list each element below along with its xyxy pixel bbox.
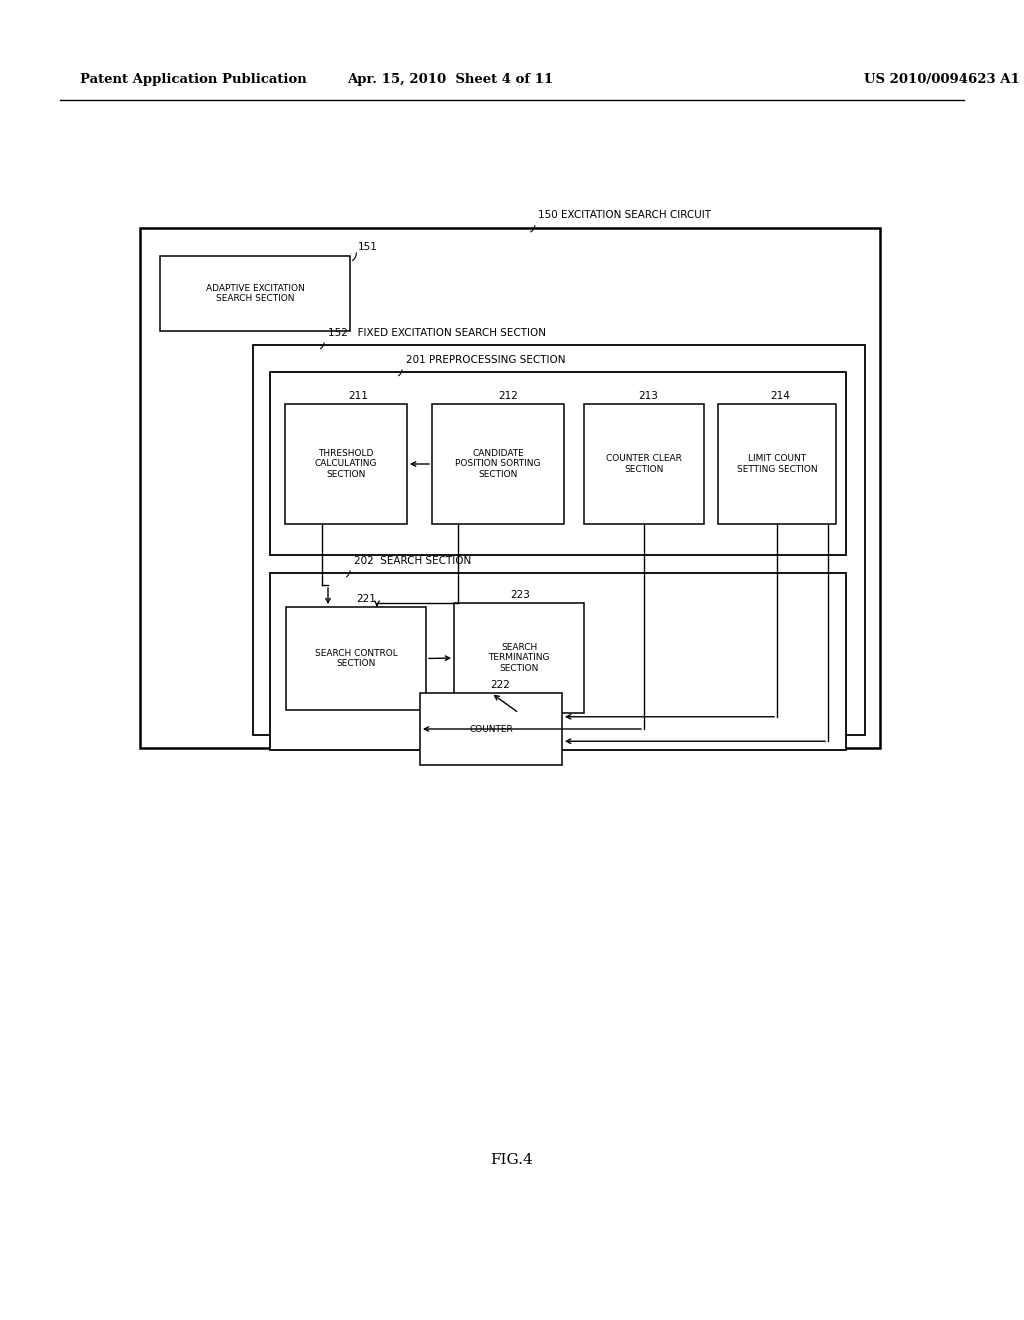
Text: 212: 212: [498, 391, 518, 401]
Text: 202  SEARCH SECTION: 202 SEARCH SECTION: [354, 556, 471, 566]
Text: CANDIDATE
POSITION SORTING
SECTION: CANDIDATE POSITION SORTING SECTION: [456, 449, 541, 479]
Bar: [454, 603, 584, 713]
Text: US 2010/0094623 A1: US 2010/0094623 A1: [864, 74, 1020, 87]
Bar: [270, 372, 846, 554]
Text: SEARCH CONTROL
SECTION: SEARCH CONTROL SECTION: [314, 649, 397, 668]
Text: 213: 213: [638, 391, 657, 401]
Bar: [253, 345, 865, 735]
Bar: [432, 404, 564, 524]
Bar: [584, 404, 705, 524]
Text: SEARCH
TERMINATING
SECTION: SEARCH TERMINATING SECTION: [488, 643, 550, 673]
Bar: [286, 607, 426, 710]
Bar: [420, 693, 562, 766]
Text: Patent Application Publication: Patent Application Publication: [80, 74, 307, 87]
Text: COUNTER: COUNTER: [469, 725, 513, 734]
Bar: [718, 404, 836, 524]
Bar: [285, 404, 407, 524]
Text: 151: 151: [358, 242, 378, 252]
Text: COUNTER CLEAR
SECTION: COUNTER CLEAR SECTION: [606, 454, 682, 474]
Bar: [270, 573, 846, 750]
Text: LIMIT COUNT
SETTING SECTION: LIMIT COUNT SETTING SECTION: [736, 454, 817, 474]
Text: ADAPTIVE EXCITATION
SEARCH SECTION: ADAPTIVE EXCITATION SEARCH SECTION: [206, 284, 304, 304]
Text: 221: 221: [356, 594, 376, 605]
Text: FIG.4: FIG.4: [490, 1152, 534, 1167]
Bar: [140, 228, 880, 748]
Text: 223: 223: [510, 590, 529, 601]
Text: 152   FIXED EXCITATION SEARCH SECTION: 152 FIXED EXCITATION SEARCH SECTION: [328, 327, 546, 338]
Text: Apr. 15, 2010  Sheet 4 of 11: Apr. 15, 2010 Sheet 4 of 11: [347, 74, 554, 87]
Bar: [160, 256, 350, 331]
Text: 214: 214: [770, 391, 790, 401]
Text: 201 PREPROCESSING SECTION: 201 PREPROCESSING SECTION: [406, 355, 565, 366]
Text: 211: 211: [348, 391, 368, 401]
Text: 150 EXCITATION SEARCH CIRCUIT: 150 EXCITATION SEARCH CIRCUIT: [538, 210, 711, 220]
Text: 222: 222: [490, 680, 510, 690]
Text: THRESHOLD
CALCULATING
SECTION: THRESHOLD CALCULATING SECTION: [314, 449, 377, 479]
